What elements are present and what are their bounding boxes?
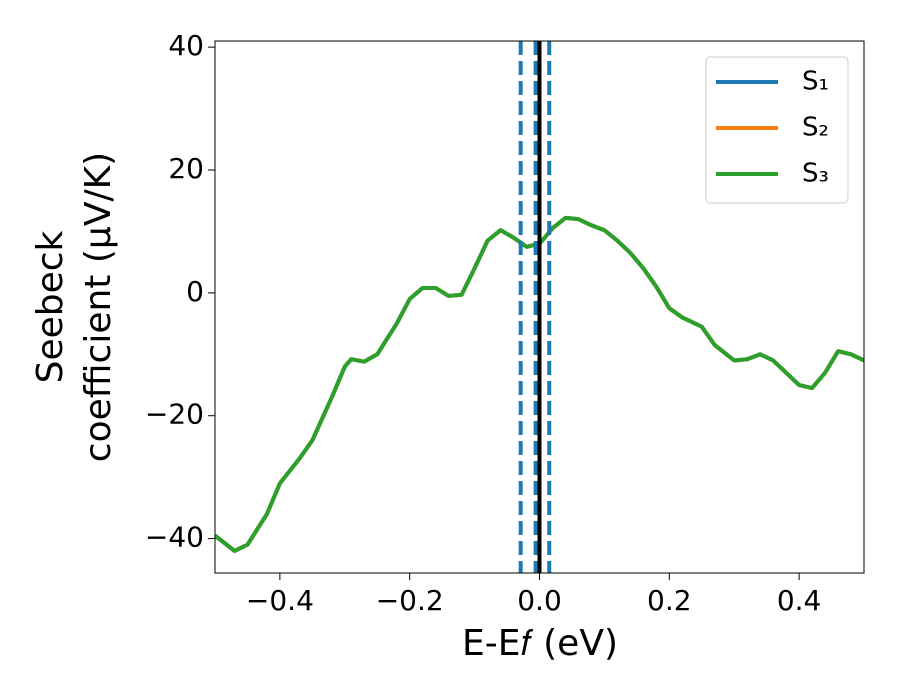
legend: S₁ S₂ S₃	[705, 56, 849, 204]
y-tick-label: 0	[186, 275, 204, 308]
legend-label: S₂	[802, 113, 829, 143]
x-tick-label: 0.2	[647, 584, 692, 617]
y-tick-label: 40	[168, 29, 204, 62]
x-tick-label: −0.2	[376, 584, 444, 617]
y-axis-label: coefficient (μV/K)	[78, 152, 119, 462]
x-axis-label: E-E𝑓 (eV)	[462, 623, 618, 664]
x-tick-label: −0.4	[246, 584, 314, 617]
y-axis-label: Seebeck	[30, 230, 71, 383]
x-tick-label: 0.0	[517, 584, 562, 617]
plot-area	[215, 41, 864, 573]
y-tick-label: −40	[145, 521, 204, 554]
legend-label: S₃	[802, 159, 829, 189]
data-line	[215, 215, 864, 553]
y-tick-label: −20	[145, 398, 204, 431]
x-tick-label: 0.4	[777, 584, 822, 617]
legend-label: S₁	[802, 67, 829, 97]
y-tick-label: 20	[168, 152, 204, 185]
